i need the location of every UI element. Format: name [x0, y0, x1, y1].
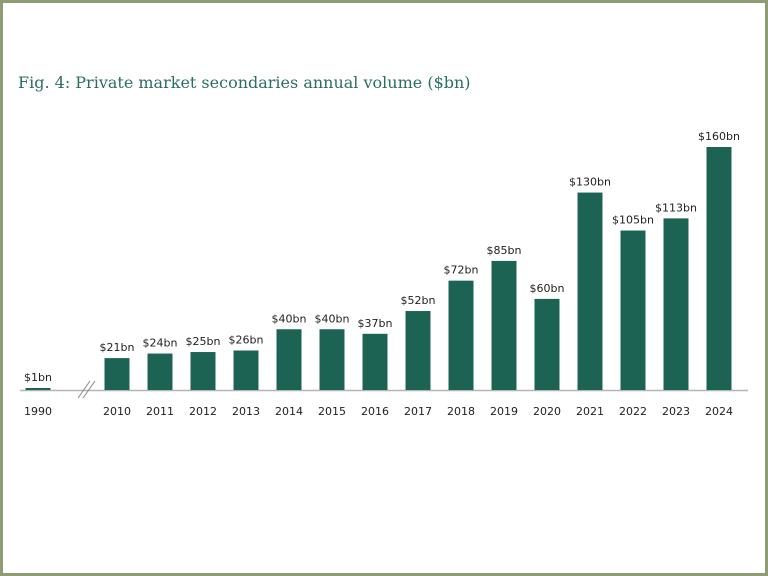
x-tick-label-2019: 2019	[490, 405, 518, 418]
bar-2023	[663, 218, 689, 390]
bar-2021	[577, 192, 603, 390]
x-tick-label-1990: 1990	[24, 405, 52, 418]
x-tick-label-2013: 2013	[232, 405, 260, 418]
bar-2012	[190, 352, 216, 390]
data-label-2010: $21bn	[100, 341, 135, 354]
chart-title: Fig. 4: Private market secondaries annua…	[18, 73, 471, 92]
x-tick-label-2022: 2022	[619, 405, 647, 418]
data-label-2020: $60bn	[530, 282, 565, 295]
bar-2010	[104, 358, 130, 390]
x-tick-label-2011: 2011	[146, 405, 174, 418]
axis-break-mark	[77, 380, 91, 399]
data-label-2011: $24bn	[143, 337, 178, 350]
x-tick-label-2024: 2024	[705, 405, 733, 418]
x-tick-label-2016: 2016	[361, 405, 389, 418]
x-tick-label-2020: 2020	[533, 405, 561, 418]
data-label-2023: $113bn	[655, 201, 697, 214]
bar-2013	[233, 350, 259, 390]
data-label-2013: $26bn	[229, 334, 264, 347]
x-tick-label-2018: 2018	[447, 405, 475, 418]
data-label-2019: $85bn	[487, 244, 522, 257]
data-label-2017: $52bn	[401, 294, 436, 307]
data-label-2018: $72bn	[444, 264, 479, 277]
bar-1990	[25, 388, 51, 390]
x-tick-label-2012: 2012	[189, 405, 217, 418]
data-label-2022: $105bn	[612, 214, 654, 227]
bar-2016	[362, 333, 388, 390]
x-tick-label-2010: 2010	[103, 405, 131, 418]
bar-2014	[276, 329, 302, 390]
bar-2020	[534, 298, 560, 390]
bar-2019	[491, 260, 517, 390]
x-tick-label-2023: 2023	[662, 405, 690, 418]
data-label-2012: $25bn	[186, 335, 221, 348]
x-tick-label-2017: 2017	[404, 405, 432, 418]
data-label-2014: $40bn	[272, 312, 307, 325]
x-tick-label-2014: 2014	[275, 405, 303, 418]
bar-2017	[405, 311, 431, 390]
x-tick-label-2021: 2021	[576, 405, 604, 418]
x-tick-label-2015: 2015	[318, 405, 346, 418]
bar-2018	[448, 280, 474, 390]
data-label-2024: $160bn	[698, 130, 740, 143]
bar-2024	[706, 147, 732, 390]
axis-break-mark	[82, 380, 96, 399]
data-label-1990: $1bn	[24, 371, 52, 384]
bar-2015	[319, 329, 345, 390]
data-label-2016: $37bn	[358, 317, 393, 330]
data-label-2021: $130bn	[569, 176, 611, 189]
bar-2022	[620, 230, 646, 390]
bar-2011	[147, 353, 173, 390]
data-label-2015: $40bn	[315, 312, 350, 325]
